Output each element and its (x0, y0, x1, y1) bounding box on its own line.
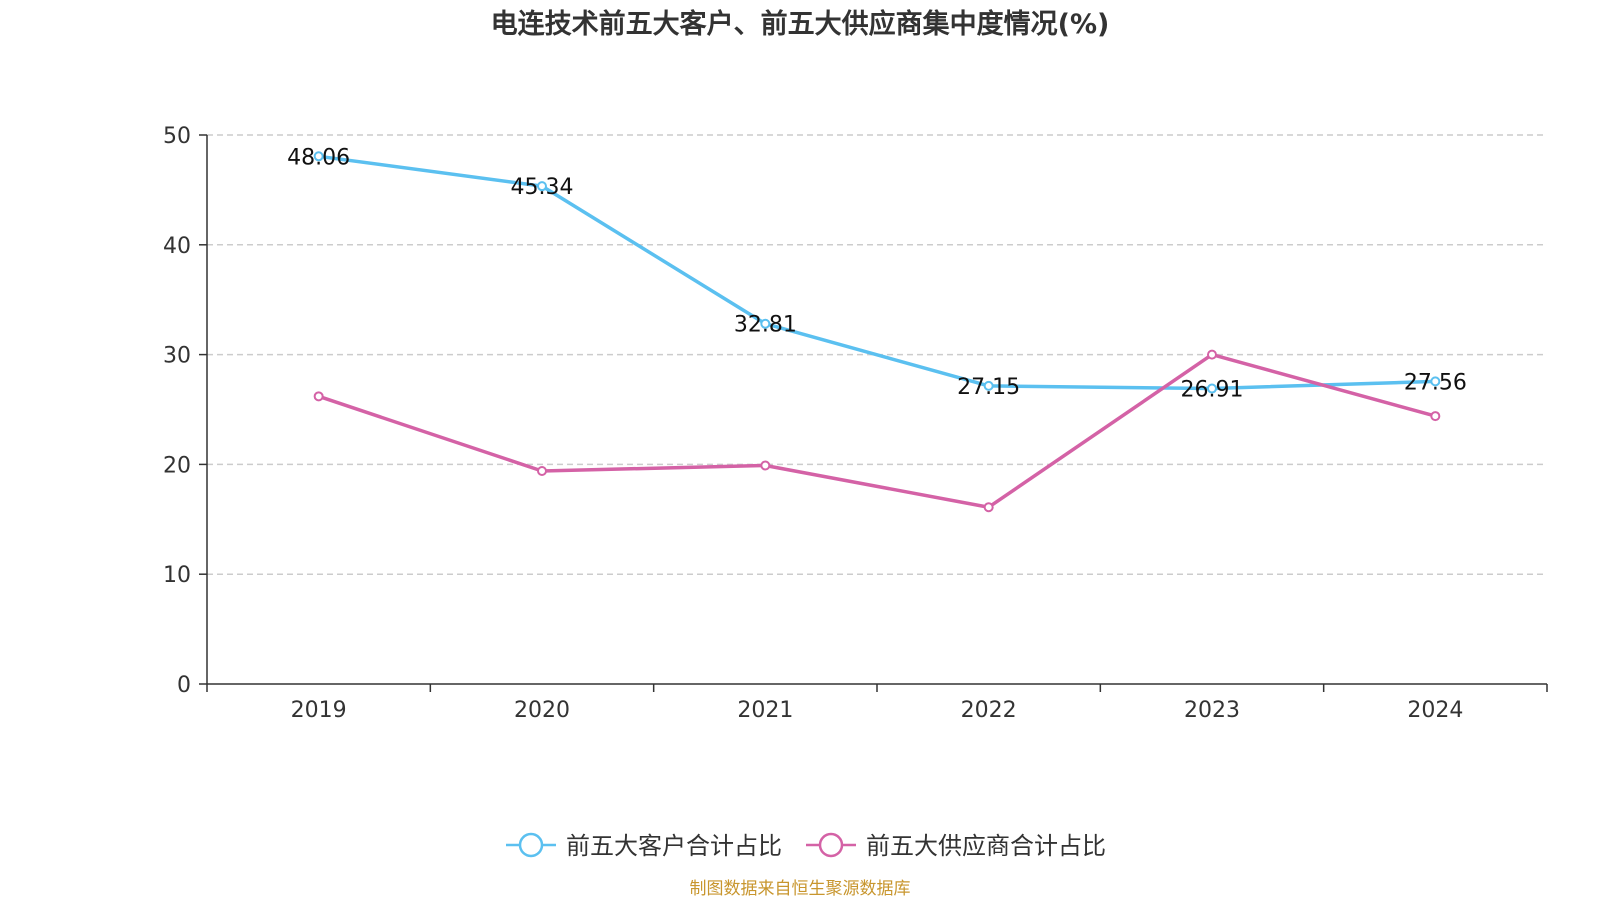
legend-item-1[interactable]: 前五大客户合计占比 (506, 832, 782, 860)
data-point-s1-2023[interactable] (1207, 383, 1217, 394)
y-tick-label: 40 (163, 234, 191, 259)
data-labels: 48.06 45.34 32.81 27.15 26.91 27.56 (287, 145, 1467, 402)
data-point-s2-2024[interactable] (1430, 411, 1441, 422)
source-note: 制图数据来自恒生聚源数据库 (690, 879, 911, 899)
data-label-2023: 26.91 (1181, 378, 1244, 403)
series-line-2 (318, 352, 1436, 509)
data-point-s2-2019[interactable] (313, 391, 324, 402)
data-point-s2-2020[interactable] (537, 465, 547, 476)
x-tick-label: 2024 (1407, 698, 1463, 723)
data-point-s2-2023[interactable] (1207, 349, 1217, 360)
chart-title: 电连技术前五大客户、前五大供应商集中度情况(%) (491, 8, 1110, 40)
legend[interactable]: 前五大客户合计占比 前五大供应商合计占比 (506, 832, 1106, 860)
data-point-s1-2020[interactable] (537, 181, 547, 192)
x-tick-label: 2019 (291, 698, 347, 723)
data-point-s1-2024[interactable] (1430, 376, 1441, 387)
data-label-2022: 27.15 (957, 375, 1020, 400)
data-point-s1-2019[interactable] (313, 151, 324, 162)
data-label-2019: 48.06 (287, 145, 350, 170)
x-tick-label: 2022 (961, 698, 1017, 723)
legend-item-2[interactable]: 前五大供应商合计占比 (806, 832, 1106, 860)
axes: 0 10 20 30 40 50 2019 2020 2021 2022 2023 2024 (163, 124, 1548, 723)
legend-label: 前五大供应商合计占比 (866, 832, 1106, 860)
data-point-s1-2022[interactable] (983, 380, 994, 391)
series-line-1 (318, 154, 1436, 391)
y-tick-label: 30 (163, 344, 191, 369)
y-tick-label: 10 (163, 563, 191, 588)
x-tick-label: 2021 (737, 698, 793, 723)
legend-circle-icon (818, 832, 844, 858)
y-tick-label: 20 (163, 453, 191, 478)
x-tick-label: 2020 (514, 698, 570, 723)
y-tick-label: 0 (177, 673, 191, 698)
data-label-2021: 32.81 (734, 313, 797, 338)
legend-label: 前五大客户合计占比 (566, 832, 782, 860)
data-point-s2-2021[interactable] (760, 460, 771, 471)
x-tick-label: 2023 (1184, 698, 1240, 723)
data-point-s2-2022[interactable] (983, 502, 994, 513)
data-label-2020: 45.34 (511, 175, 574, 200)
legend-circle-icon (518, 832, 544, 858)
y-tick-label: 50 (163, 124, 191, 149)
data-label-2024: 27.56 (1404, 370, 1467, 395)
series-lines (313, 151, 1441, 513)
data-point-s1-2021[interactable] (760, 318, 771, 329)
